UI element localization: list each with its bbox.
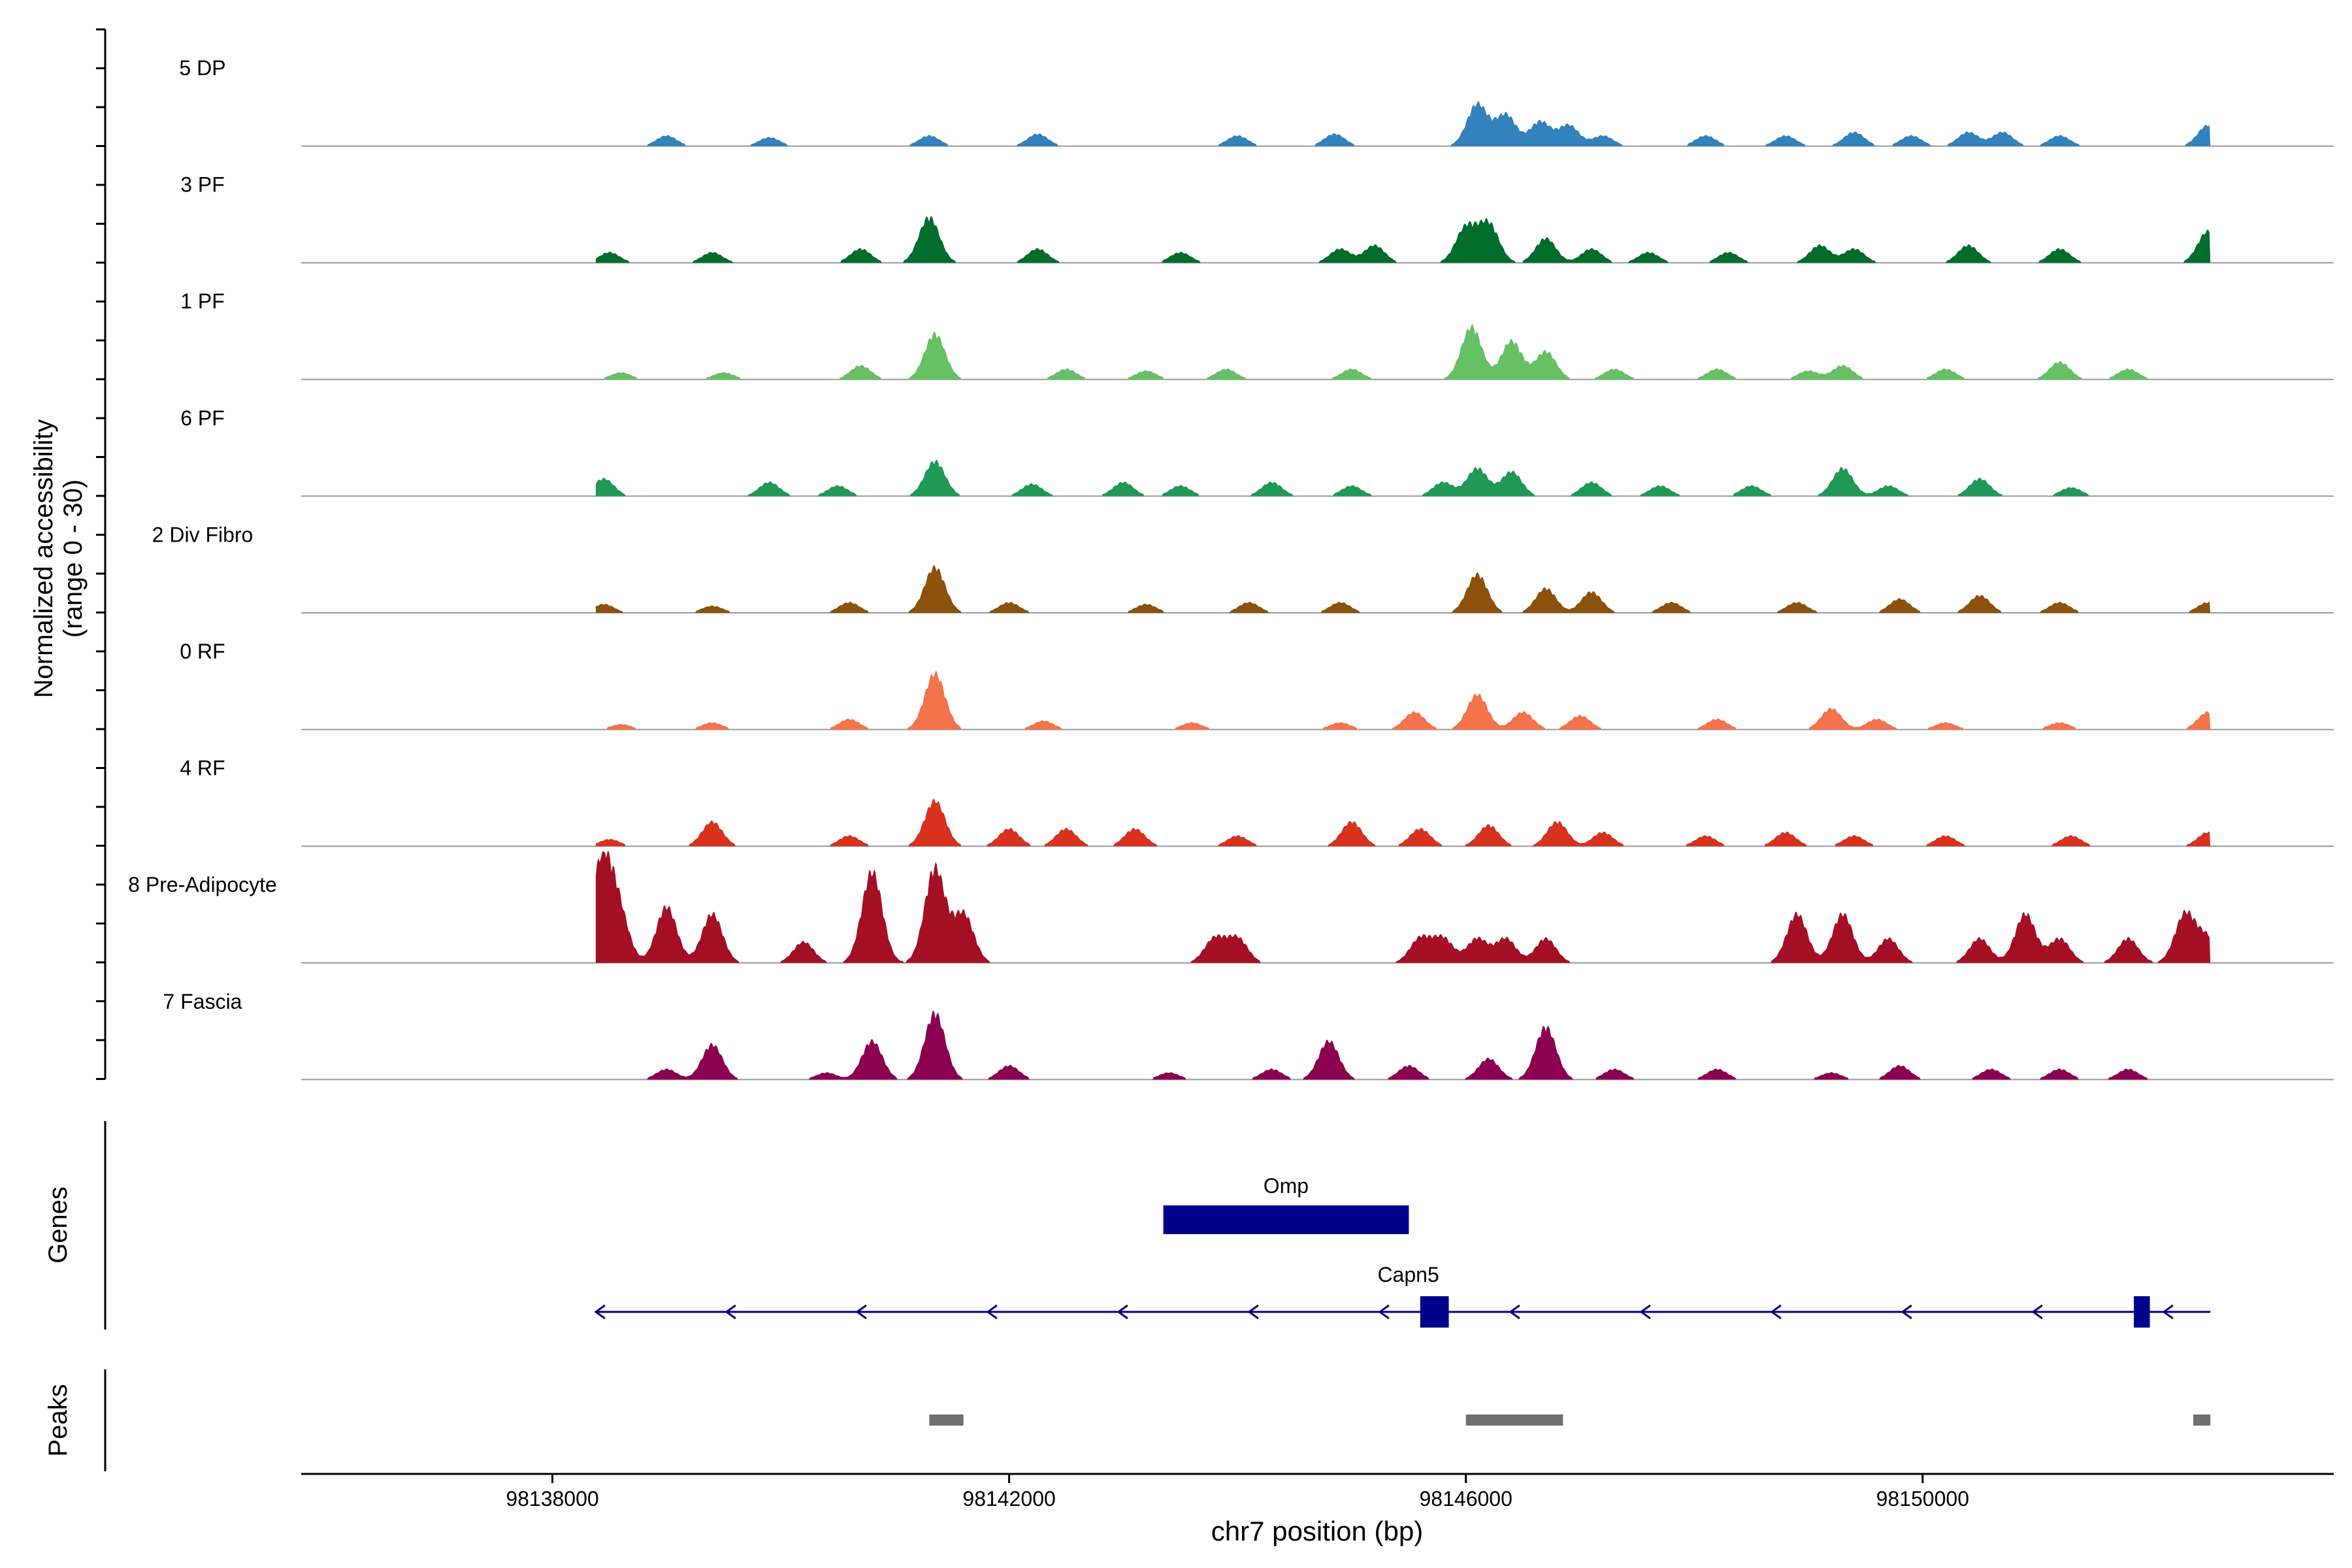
track-label: 7 Fascia (163, 990, 242, 1013)
strand-arrow (986, 1304, 998, 1320)
x-tick-label: 98142000 (962, 1487, 1055, 1511)
coverage-area (595, 798, 2211, 847)
track-label: 0 RF (180, 640, 225, 663)
x-tick-label: 98146000 (1420, 1487, 1512, 1511)
y-axis-subtitle: (range 0 - 30) (59, 480, 88, 638)
x-axis-title: chr7 position (bp) (1211, 1516, 1424, 1546)
track-5-dp: 5 DP (179, 56, 2334, 147)
gene-annotations: Omp Capn5 (594, 1174, 2211, 1328)
track-label: 1 PF (180, 289, 225, 313)
gene-exon (1163, 1205, 1409, 1234)
strand-arrow (1378, 1304, 1390, 1320)
coverage-area (595, 323, 2211, 380)
coverage-tracks: 5 DP 3 PF 1 PF 6 PF 2 Div Fibro 0 RF 4 RF 8 Pre… (128, 56, 2334, 1081)
gene-exon (2134, 1296, 2150, 1328)
track-label: 5 DP (179, 56, 225, 80)
track-6-pf: 6 PF (180, 406, 2334, 497)
gene-exon (1420, 1296, 1449, 1328)
strand-arrow (1901, 1304, 1912, 1320)
coverage-y-ticks (96, 28, 105, 1080)
peak-bar (929, 1414, 964, 1426)
track-label: 4 RF (180, 757, 225, 780)
x-tick-label: 98150000 (1876, 1487, 1969, 1511)
strand-arrow (1509, 1304, 1520, 1320)
strand-arrow (1770, 1304, 1782, 1320)
track-label: 2 Div Fibro (152, 523, 253, 546)
gene-capn5: Capn5 (594, 1263, 2211, 1328)
peaks-panel-title: Peaks (44, 1384, 73, 1456)
track-label: 6 PF (180, 406, 225, 430)
strand-arrow (1247, 1304, 1259, 1320)
peak-regions (929, 1414, 2211, 1426)
peak-bar (2193, 1414, 2211, 1426)
coverage-area (595, 459, 2211, 497)
track-8-pre-adipocyte: 8 Pre-Adipocyte (128, 851, 2334, 964)
strand-arrow (2162, 1304, 2174, 1320)
track-2-div-fibro: 2 Div Fibro (152, 523, 2334, 613)
gene-label: Omp (1264, 1174, 1309, 1198)
track-1-pf: 1 PF (180, 289, 2334, 380)
x-tick-label: 98138000 (506, 1487, 598, 1511)
strand-arrow (1117, 1304, 1128, 1320)
gene-omp: Omp (1163, 1174, 1409, 1234)
track-0-rf: 0 RF (180, 640, 2334, 730)
strand-arrow (594, 1304, 606, 1320)
x-axis-ticks: 98138000 98142000 98146000 98150000 (506, 1474, 1969, 1511)
peak-bar (1465, 1414, 1563, 1426)
strand-arrow (1639, 1304, 1651, 1320)
coverage-area (595, 1010, 2211, 1080)
coverage-area (595, 851, 2211, 963)
track-7-fascia: 7 Fascia (163, 990, 2334, 1081)
coverage-area (595, 564, 2211, 613)
track-4-rf: 4 RF (180, 757, 2334, 847)
track-label: 8 Pre-Adipocyte (128, 873, 277, 896)
gene-label: Capn5 (1377, 1263, 1439, 1286)
genes-panel-title: Genes (44, 1186, 73, 1264)
track-3-pf: 3 PF (180, 173, 2334, 264)
coverage-area (595, 216, 2211, 263)
coverage-area (595, 671, 2211, 730)
strand-arrow (2031, 1304, 2043, 1320)
strand-arrow (725, 1304, 736, 1320)
coverage-area (595, 101, 2211, 146)
track-label: 3 PF (180, 173, 225, 197)
strand-arrow (855, 1304, 867, 1320)
y-axis-title: Normalized accessibility (29, 419, 58, 698)
